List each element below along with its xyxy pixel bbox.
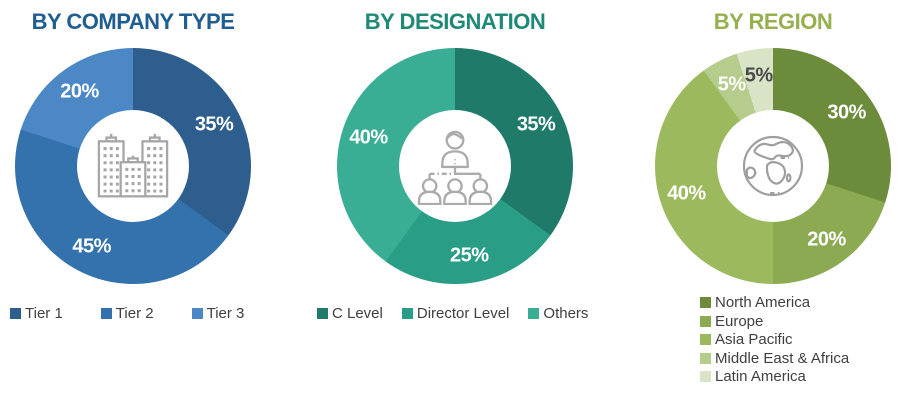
org-chart-icon bbox=[417, 130, 493, 205]
legend-label: C Level bbox=[332, 305, 383, 322]
legend-swatch bbox=[10, 308, 21, 319]
legend-item: Tier 1 bbox=[10, 306, 63, 321]
legend-swatch bbox=[401, 308, 413, 319]
legend-swatch bbox=[700, 334, 711, 346]
legend-label: Europe bbox=[715, 312, 764, 330]
legend-label: North America bbox=[715, 294, 811, 311]
legend-label: Asia Pacific bbox=[715, 331, 793, 349]
donut-hole bbox=[77, 110, 189, 222]
chart-region: BY REGION 30% 20% 40% 5% 5% North America Eur… bbox=[650, 0, 896, 404]
legend: North America Europe Asia Pacific Middle Ea… bbox=[700, 295, 849, 384]
legend-item: Tier 3 bbox=[191, 305, 245, 322]
legend-label: Others bbox=[543, 305, 589, 322]
chart-title: BY REGION bbox=[713, 9, 833, 34]
legend-item: Middle East & Africa bbox=[700, 351, 849, 366]
buildings-icon bbox=[97, 133, 169, 198]
legend-swatch bbox=[700, 315, 711, 327]
legend-label: Director Level bbox=[416, 305, 510, 322]
chart-title: BY COMPANY TYPE bbox=[31, 9, 235, 34]
legend: C Level Director Level Others bbox=[317, 306, 588, 321]
donut-hole bbox=[399, 110, 511, 222]
legend-swatch bbox=[191, 308, 203, 319]
legend-item: Latin America bbox=[700, 369, 849, 384]
donut-hole bbox=[717, 110, 829, 222]
legend-swatch bbox=[100, 308, 112, 319]
legend-label: Tier 3 bbox=[206, 305, 245, 322]
legend-item: Others bbox=[528, 306, 588, 321]
legend-swatch bbox=[528, 308, 540, 319]
legend-swatch bbox=[317, 308, 328, 319]
legend-swatch bbox=[700, 352, 711, 364]
legend-label: Tier 1 bbox=[25, 305, 63, 322]
legend-label: Middle East & Africa bbox=[715, 349, 850, 367]
legend-swatch bbox=[700, 371, 711, 383]
legend: Tier 1 Tier 2 Tier 3 bbox=[10, 306, 244, 321]
legend-item: C Level bbox=[317, 306, 383, 321]
legend-swatch bbox=[700, 297, 711, 308]
donut-chart: 35% 25% 40% bbox=[337, 48, 573, 284]
donut-chart: 35% 45% 20% bbox=[15, 48, 251, 284]
legend-item: Asia Pacific bbox=[700, 332, 849, 347]
legend-label: Tier 2 bbox=[115, 305, 154, 322]
legend-item: North America bbox=[700, 295, 849, 310]
legend-item: Tier 2 bbox=[100, 305, 154, 322]
legend-item: Director Level bbox=[401, 305, 510, 322]
chart-designation: BY DESIGNATION bbox=[317, 0, 588, 404]
chart-company-type: BY COMPANY TYPE bbox=[10, 0, 256, 404]
globe-icon bbox=[742, 135, 804, 197]
legend-label: Latin America bbox=[715, 368, 806, 386]
donut-chart: 30% 20% 40% 5% 5% bbox=[655, 48, 891, 284]
chart-title: BY DESIGNATION bbox=[364, 9, 546, 34]
legend-item: Europe bbox=[700, 314, 849, 329]
